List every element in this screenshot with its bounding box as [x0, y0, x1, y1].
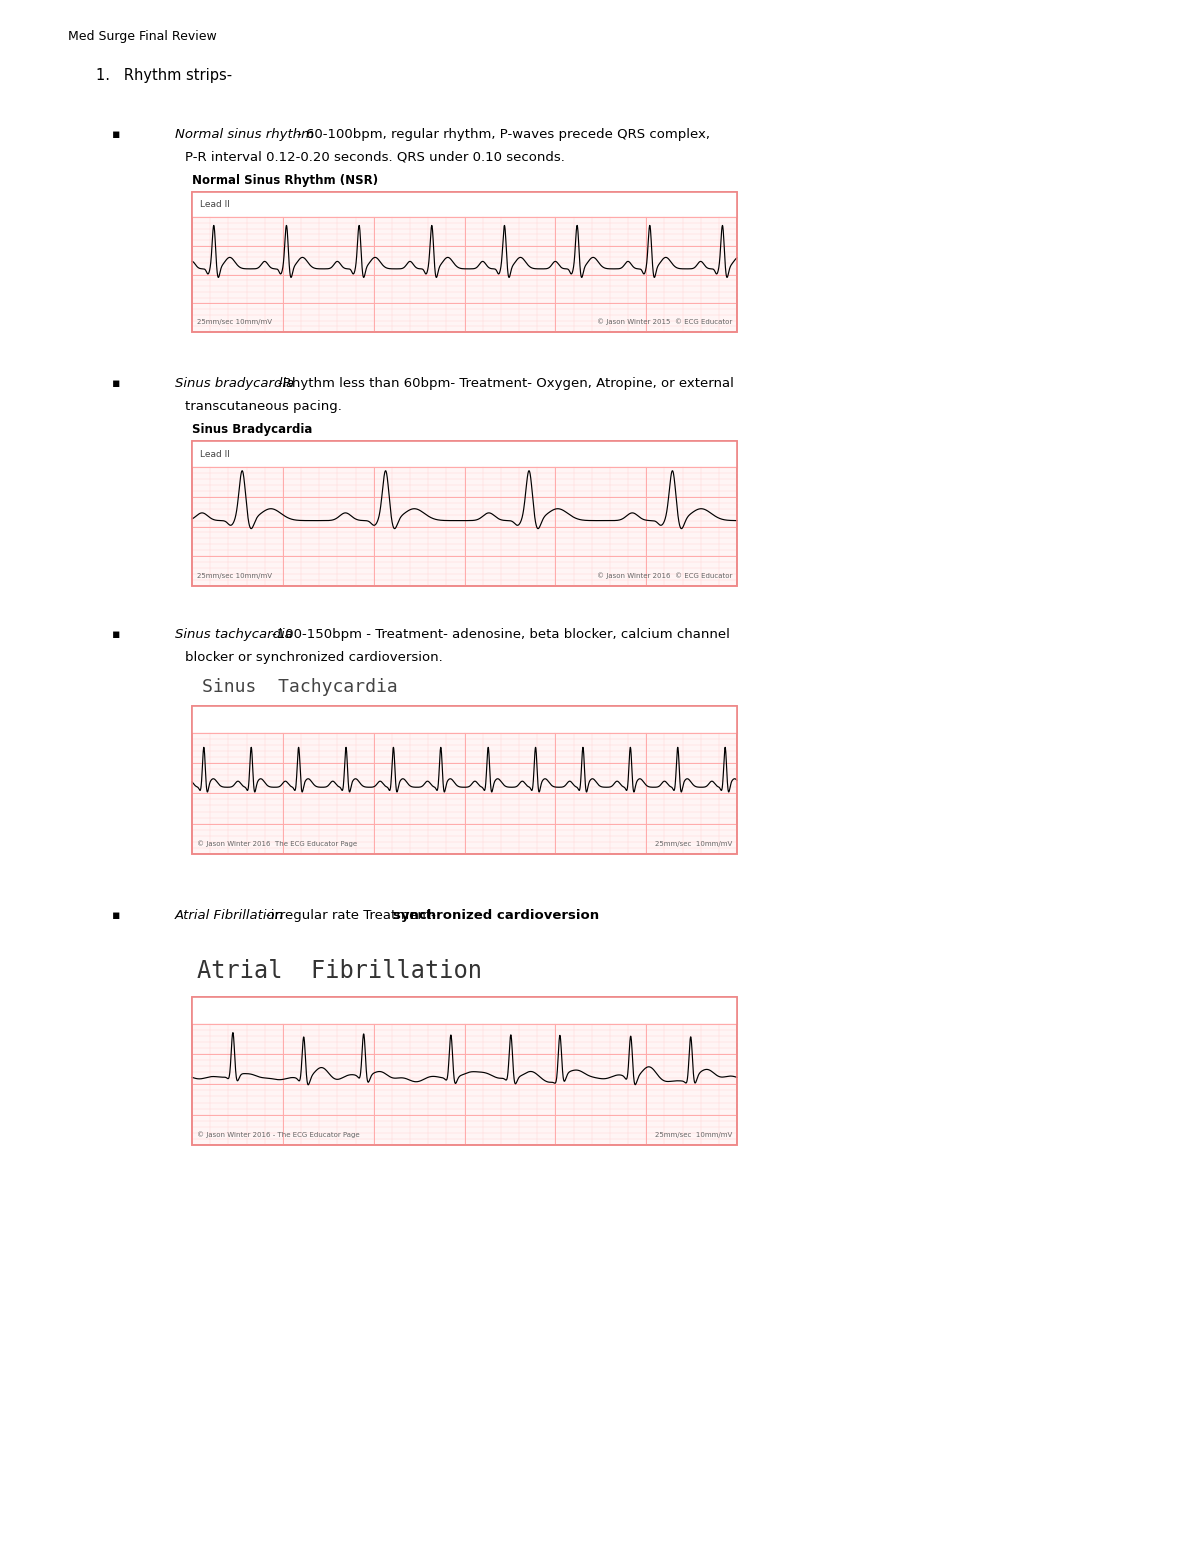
Bar — [192, 707, 737, 854]
Bar — [192, 193, 737, 332]
Text: © Jason Winter 2016  © ECG Educator: © Jason Winter 2016 © ECG Educator — [596, 573, 732, 579]
Text: Sinus Bradycardia: Sinus Bradycardia — [192, 422, 312, 436]
Text: © Jason Winter 2016  The ECG Educator Page: © Jason Winter 2016 The ECG Educator Pag… — [197, 840, 358, 846]
Text: ▪: ▪ — [112, 377, 120, 390]
Bar — [192, 441, 737, 467]
Text: 25mm/sec 10mm/mV: 25mm/sec 10mm/mV — [197, 318, 272, 325]
Bar — [192, 707, 737, 733]
Bar — [192, 707, 737, 854]
Bar — [192, 441, 737, 585]
Text: Med Surge Final Review: Med Surge Final Review — [68, 30, 217, 43]
Text: Normal Sinus Rhythm (NSR): Normal Sinus Rhythm (NSR) — [192, 174, 378, 186]
Text: -100-150bpm - Treatment- adenosine, beta blocker, calcium channel: -100-150bpm - Treatment- adenosine, beta… — [272, 627, 730, 641]
Text: P-R interval 0.12-0.20 seconds. QRS under 0.10 seconds.: P-R interval 0.12-0.20 seconds. QRS unde… — [185, 151, 565, 165]
Text: synchronized cardioversion: synchronized cardioversion — [394, 909, 599, 922]
Text: Sinus tachycardia: Sinus tachycardia — [175, 627, 293, 641]
Text: © Jason Winter 2015  © ECG Educator: © Jason Winter 2015 © ECG Educator — [596, 318, 732, 325]
Text: Lead II: Lead II — [200, 449, 230, 458]
Text: ▪: ▪ — [112, 627, 120, 641]
Bar — [192, 997, 737, 1023]
Bar — [192, 193, 737, 332]
Bar — [192, 441, 737, 585]
Text: blocker or synchronized cardioversion.: blocker or synchronized cardioversion. — [185, 651, 443, 665]
Text: © Jason Winter 2016 - The ECG Educator Page: © Jason Winter 2016 - The ECG Educator P… — [197, 1131, 360, 1138]
Bar — [192, 193, 737, 217]
Bar — [192, 997, 737, 1145]
Text: 1.   Rhythm strips-: 1. Rhythm strips- — [96, 68, 232, 82]
Text: 25mm/sec 10mm/mV: 25mm/sec 10mm/mV — [197, 573, 272, 579]
Text: ▪: ▪ — [112, 127, 120, 141]
Text: -Rhythm less than 60bpm- Treatment- Oxygen, Atropine, or external: -Rhythm less than 60bpm- Treatment- Oxyg… — [278, 377, 734, 390]
Text: Sinus  Tachycardia: Sinus Tachycardia — [202, 679, 397, 696]
Text: 25mm/sec  10mm/mV: 25mm/sec 10mm/mV — [655, 842, 732, 846]
Text: Lead II: Lead II — [200, 200, 230, 210]
Text: 25mm/sec  10mm/mV: 25mm/sec 10mm/mV — [655, 1132, 732, 1138]
Bar — [192, 997, 737, 1145]
Text: -irregular rate Treatment-: -irregular rate Treatment- — [266, 909, 440, 922]
Text: - 60-100bpm, regular rhythm, P-waves precede QRS complex,: - 60-100bpm, regular rhythm, P-waves pre… — [298, 127, 710, 141]
Text: Atrial  Fibrillation: Atrial Fibrillation — [197, 960, 482, 983]
Text: transcutaneous pacing.: transcutaneous pacing. — [185, 401, 342, 413]
Text: Atrial Fibrillation: Atrial Fibrillation — [175, 909, 284, 922]
Text: Normal sinus rhythm: Normal sinus rhythm — [175, 127, 314, 141]
Text: Sinus bradycardia: Sinus bradycardia — [175, 377, 294, 390]
Text: ▪: ▪ — [112, 909, 120, 922]
